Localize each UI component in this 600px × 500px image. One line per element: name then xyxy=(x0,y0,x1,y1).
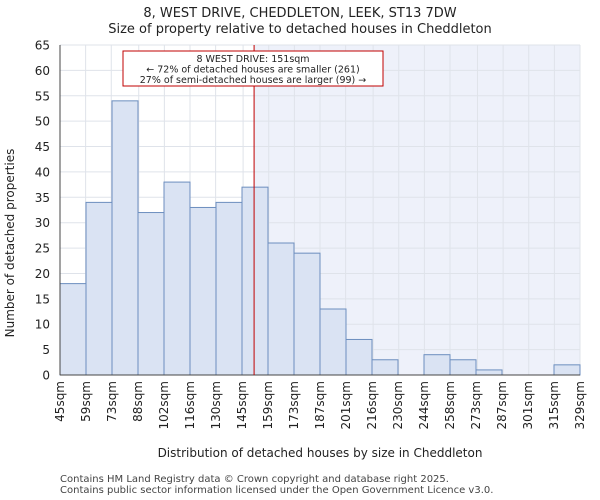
x-tick-label: 173sqm xyxy=(287,381,301,429)
annotation-line-1: 8 WEST DRIVE: 151sqm xyxy=(196,54,309,65)
x-tick-label: 244sqm xyxy=(417,381,431,429)
annotation-line-3: 27% of semi-detached houses are larger (… xyxy=(140,75,367,86)
annotation-box xyxy=(122,50,384,87)
chart-title-line2: Size of property relative to detached ho… xyxy=(108,22,492,37)
x-tick-label: 315sqm xyxy=(547,381,561,429)
y-tick-label: 5 xyxy=(42,343,50,357)
histogram-bar xyxy=(423,354,451,376)
histogram-bar xyxy=(293,252,321,376)
x-tick-label: 88sqm xyxy=(131,381,145,422)
x-tick-label: 287sqm xyxy=(495,381,509,429)
x-tick-label: 258sqm xyxy=(443,381,457,429)
histogram-bar xyxy=(267,242,295,376)
x-tick-label: 145sqm xyxy=(235,381,249,429)
histogram-bar xyxy=(345,338,373,376)
x-tick-label: 230sqm xyxy=(391,381,405,429)
x-tick-label: 73sqm xyxy=(105,381,119,422)
y-tick-label: 30 xyxy=(35,216,50,230)
x-tick-label: 273sqm xyxy=(469,381,483,429)
y-tick-label: 10 xyxy=(35,318,50,332)
y-tick-label: 65 xyxy=(35,39,50,53)
y-tick-label: 40 xyxy=(35,165,50,179)
histogram-bar xyxy=(59,283,87,376)
y-tick-label: 15 xyxy=(35,292,50,306)
y-tick-label: 50 xyxy=(35,115,50,129)
histogram-bar xyxy=(371,359,399,376)
x-tick-label: 159sqm xyxy=(261,381,275,429)
histogram-bar xyxy=(319,308,347,376)
y-tick-label: 45 xyxy=(35,140,50,154)
y-tick-label: 20 xyxy=(35,267,50,281)
histogram-bar xyxy=(137,212,165,376)
x-tick-label: 216sqm xyxy=(365,381,379,429)
histogram-bar xyxy=(241,186,269,376)
footer-licence: Contains public sector information licen… xyxy=(60,485,494,496)
histogram-bar xyxy=(85,201,113,376)
histogram-bar xyxy=(553,364,581,376)
y-tick-label: 60 xyxy=(35,64,50,78)
histogram-bar xyxy=(111,100,139,376)
x-tick-label: 187sqm xyxy=(313,381,327,429)
x-tick-label: 329sqm xyxy=(573,381,587,429)
x-tick-label: 45sqm xyxy=(53,381,67,422)
histogram-bar xyxy=(215,201,243,376)
x-tick-label: 201sqm xyxy=(339,381,353,429)
y-axis-label: Number of detached properties xyxy=(3,149,17,338)
x-axis-label: Distribution of detached houses by size … xyxy=(158,446,483,460)
y-tick-label: 35 xyxy=(35,191,50,205)
histogram-bar xyxy=(189,206,217,376)
x-tick-label: 116sqm xyxy=(183,381,197,429)
x-tick-label: 102sqm xyxy=(157,381,171,429)
x-tick-label: 130sqm xyxy=(209,381,223,429)
histogram-bar xyxy=(475,369,503,376)
x-tick-label: 301sqm xyxy=(521,381,535,429)
y-tick-label: 25 xyxy=(35,242,50,256)
footer-copyright: Contains HM Land Registry data © Crown c… xyxy=(60,474,449,485)
y-tick-label: 0 xyxy=(42,369,50,383)
x-tick-label: 59sqm xyxy=(79,381,93,422)
histogram-bar xyxy=(163,181,191,376)
annotation-line-2: ← 72% of detached houses are smaller (26… xyxy=(146,65,359,76)
histogram-bar xyxy=(449,359,477,376)
y-tick-label: 55 xyxy=(35,89,50,103)
chart-title-line1: 8, WEST DRIVE, CHEDDLETON, LEEK, ST13 7D… xyxy=(143,6,457,21)
